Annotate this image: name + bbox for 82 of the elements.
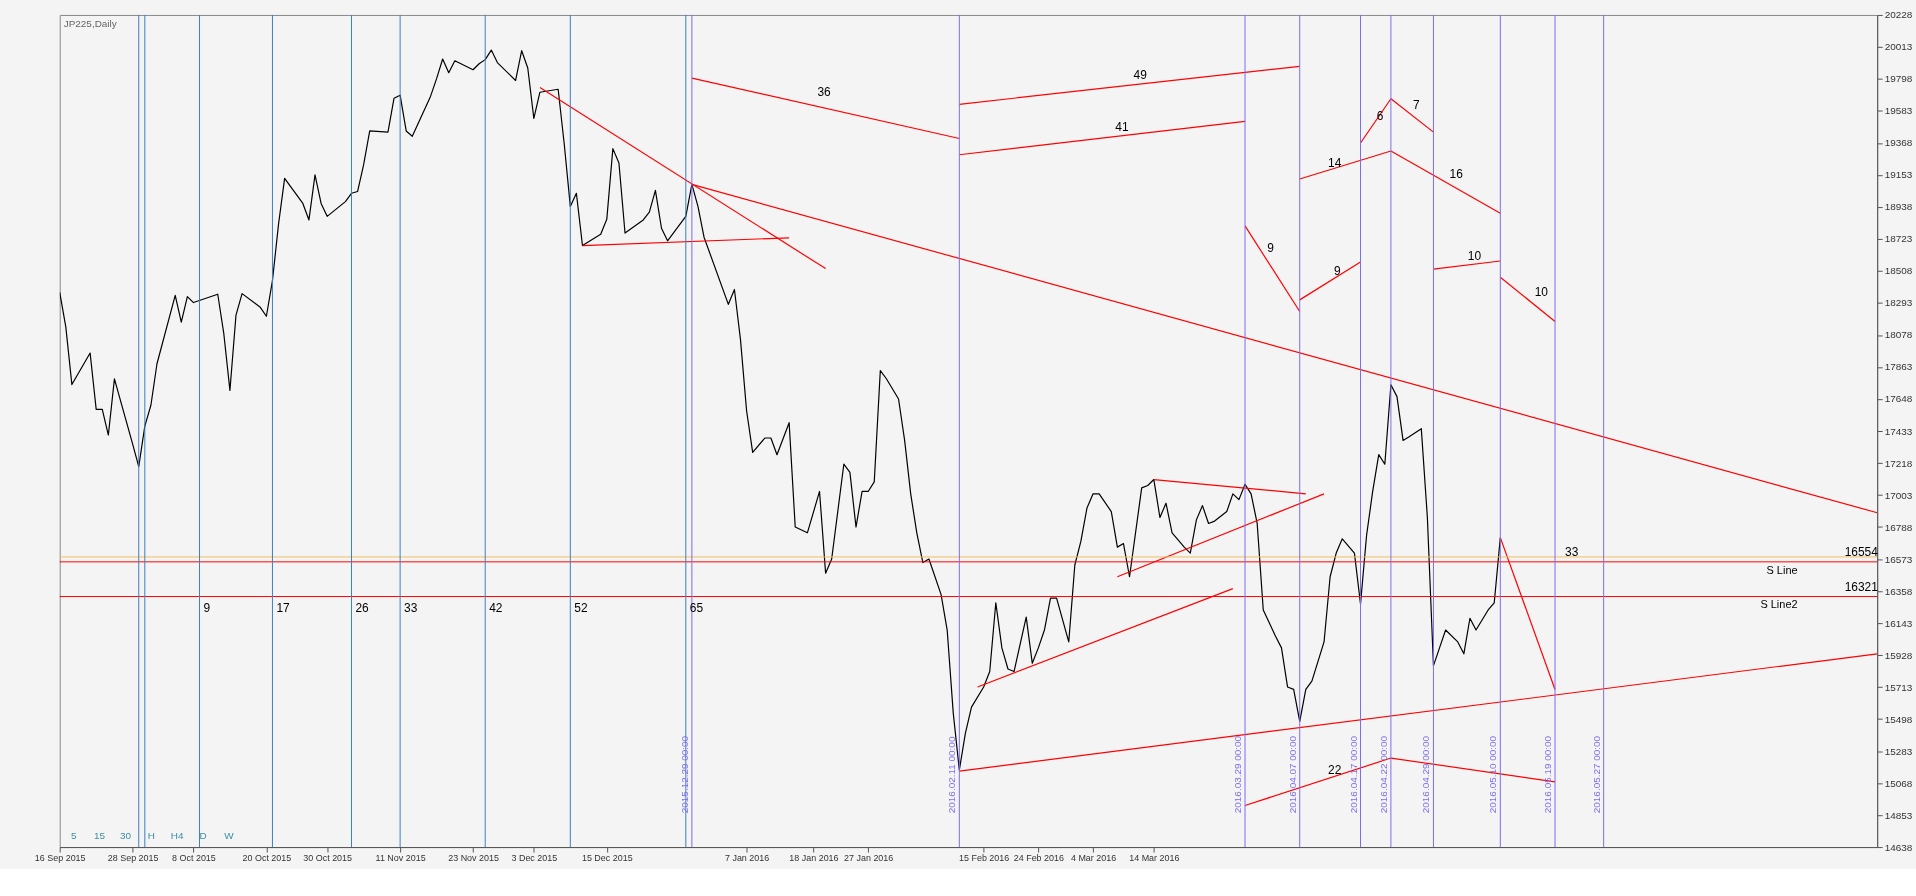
- x-tick-label: 4 Mar 2016: [1070, 853, 1117, 864]
- y-tick-label: 19583: [1884, 105, 1913, 117]
- y-tick-label: 19153: [1884, 169, 1913, 181]
- ref-line-label: 2016.05.19 00:00: [1542, 735, 1554, 814]
- annotation: 41: [1115, 120, 1129, 135]
- x-tick-label: 15 Dec 2015: [581, 853, 633, 864]
- ref-line-label: 2016.04.29 00:00: [1420, 735, 1432, 814]
- x-tick-label: 3 Dec 2015: [511, 853, 558, 864]
- y-tick-label: 18938: [1884, 201, 1913, 213]
- annotation: 17: [276, 600, 291, 615]
- y-tick-label: 18293: [1884, 297, 1913, 309]
- x-tick-label: 7 Jan 2016: [724, 853, 770, 864]
- annotation: 52: [574, 600, 588, 615]
- y-tick-label: 17433: [1884, 425, 1913, 437]
- annotation: 36: [817, 85, 832, 100]
- ref-line-label: 2016.04.22 00:00: [1377, 735, 1389, 814]
- annotation: 33: [1565, 544, 1579, 559]
- annotation: 22: [1328, 763, 1342, 778]
- y-tick-label: 19368: [1884, 137, 1913, 149]
- annotation: 14: [1328, 155, 1342, 170]
- annotation: 7: [1413, 98, 1421, 113]
- y-tick-label: 18078: [1884, 329, 1913, 341]
- y-tick-label: 17003: [1884, 489, 1913, 501]
- y-tick-label: 19798: [1884, 73, 1913, 85]
- y-tick-label: 15283: [1884, 745, 1913, 757]
- annotation: 30: [119, 830, 132, 842]
- y-tick-label: 14638: [1884, 841, 1913, 853]
- annotation: 10: [1467, 248, 1482, 263]
- annotation: 26: [355, 600, 370, 615]
- x-tick-label: 14 Mar 2016: [1129, 853, 1180, 864]
- annotation: 33: [404, 600, 418, 615]
- x-tick-label: 24 Feb 2016: [1013, 853, 1064, 864]
- x-tick-label: 15 Feb 2016: [959, 853, 1010, 864]
- ref-line-label: 2016.02.11 00:00: [946, 736, 958, 814]
- y-tick-label: 15928: [1884, 649, 1913, 661]
- y-tick-label: 14853: [1884, 809, 1913, 821]
- y-tick-label: 17218: [1884, 457, 1913, 469]
- y-tick-label: 16358: [1884, 585, 1913, 597]
- ref-line-label: 2016.04.07 00:00: [1286, 735, 1298, 814]
- y-tick-label: 17863: [1884, 361, 1913, 373]
- x-tick-label: 20 Oct 2015: [242, 853, 292, 864]
- y-tick-label: 16573: [1884, 553, 1913, 565]
- ref-line-label: 2016.04.17 00:00: [1347, 735, 1359, 814]
- x-tick-label: 23 Nov 2015: [448, 853, 499, 864]
- annotation: 42: [489, 600, 503, 615]
- x-tick-label: 16 Sep 2015: [34, 853, 86, 864]
- x-tick-label: 8 Oct 2015: [172, 853, 216, 864]
- x-tick-label: 30 Oct 2015: [303, 853, 353, 864]
- y-tick-label: 18508: [1884, 265, 1913, 277]
- ref-line-label: 2016.03.29 00:00: [1232, 735, 1244, 814]
- annotation: 9: [1267, 241, 1275, 256]
- annotation: 5: [70, 830, 77, 842]
- ref-line-label: 2016.05.10 00:00: [1487, 735, 1499, 814]
- ref-line-label: S Line: [1766, 563, 1798, 576]
- annotation: 10: [1534, 284, 1549, 299]
- ref-line-label: S Line2: [1760, 598, 1798, 611]
- ref-line-label: 2015.12.29 00:00: [678, 735, 690, 814]
- x-tick-label: 28 Sep 2015: [107, 853, 159, 864]
- annotation: 65: [689, 600, 704, 615]
- x-tick-label: 27 Jan 2016: [844, 853, 894, 864]
- y-tick-label: 15498: [1884, 713, 1913, 725]
- annotation: JP225,Daily: [63, 17, 117, 29]
- y-tick-label: 15068: [1884, 777, 1913, 789]
- annotation: D: [199, 830, 207, 842]
- annotation: W: [224, 830, 235, 842]
- x-tick-label: 18 Jan 2016: [789, 853, 839, 864]
- annotation: 9: [203, 600, 211, 615]
- ref-line-label: 2016.05.27 00:00: [1590, 735, 1602, 814]
- y-tick-label: 18723: [1884, 233, 1913, 245]
- y-tick-label: 15713: [1884, 681, 1913, 693]
- annotation: H: [147, 830, 155, 842]
- y-tick-label: 16788: [1884, 521, 1913, 533]
- annotation: H4: [170, 830, 184, 842]
- y-tick-label: 16143: [1884, 617, 1913, 629]
- annotation: 49: [1133, 68, 1148, 83]
- annotation: 16: [1449, 167, 1464, 182]
- annotation: 15: [94, 830, 106, 842]
- y-tick-label: 20013: [1884, 41, 1913, 53]
- y-tick-label: 20228: [1884, 9, 1913, 21]
- y-tick-label: 17648: [1884, 393, 1913, 405]
- annotation: 9: [1334, 264, 1342, 279]
- x-tick-label: 11 Nov 2015: [375, 853, 426, 864]
